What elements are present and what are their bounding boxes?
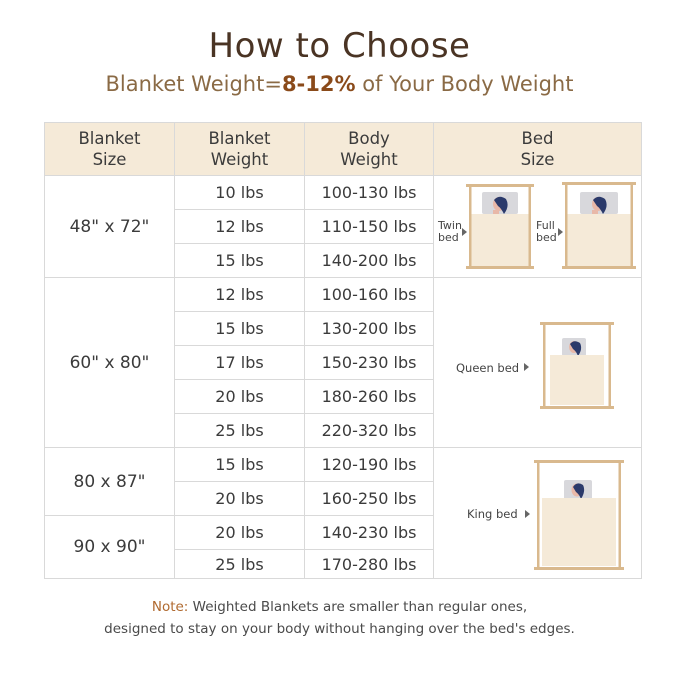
weight-cell: 15 lbs [175,244,305,278]
twin-bed-illustration [466,184,534,269]
body-weight-cell: 120-190 lbs [305,448,434,482]
weight-cell: 12 lbs [175,210,305,244]
body-weight-cell: 100-130 lbs [305,176,434,210]
queen-bed-illustration [540,322,614,409]
footnote: Note: Weighted Blankets are smaller than… [0,596,679,640]
weight-cell: 20 lbs [175,482,305,516]
weight-cell: 20 lbs [175,380,305,414]
header-blanket-weight: Blanket Weight [175,122,305,176]
note-line-1: Weighted Blankets are smaller than regul… [188,599,528,615]
note-line-2: designed to stay on your body without ha… [104,621,575,637]
body-weight-cell: 130-200 lbs [305,312,434,346]
weight-cell: 25 lbs [175,550,305,579]
bed-cell-twin-full [434,176,642,278]
bed-cell-king [434,448,642,579]
twin-bed-label: Twin bed [438,219,462,244]
header-bed-size: Bed Size [434,122,642,176]
weight-cell: 20 lbs [175,516,305,550]
full-bed-label: Full bed [536,219,557,244]
page-subtitle: Blanket Weight=8-12% of Your Body Weight [0,72,679,96]
king-bed-illustration [534,460,624,570]
full-bed-illustration [562,182,636,269]
king-bed-label: King bed [467,507,518,521]
header-body-weight: Body Weight [305,122,434,176]
queen-bed-label: Queen bed [456,361,520,375]
subtitle-prefix: Blanket Weight= [105,72,282,96]
bed-cell-queen [434,278,642,448]
weight-cell: 12 lbs [175,278,305,312]
body-weight-cell: 170-280 lbs [305,550,434,579]
arrow-icon [525,510,530,518]
size-60x80: 60" x 80" [44,278,175,448]
size-48x72: 48" x 72" [44,176,175,278]
weight-cell: 15 lbs [175,312,305,346]
body-weight-cell: 160-250 lbs [305,482,434,516]
body-weight-cell: 140-200 lbs [305,244,434,278]
body-weight-cell: 180-260 lbs [305,380,434,414]
arrow-icon [524,363,529,371]
subtitle-highlight: 8-12% [281,72,356,96]
weight-cell: 25 lbs [175,414,305,448]
size-90x90: 90 x 90" [44,516,175,579]
body-weight-cell: 110-150 lbs [305,210,434,244]
body-weight-cell: 140-230 lbs [305,516,434,550]
body-weight-cell: 150-230 lbs [305,346,434,380]
arrow-icon [558,228,563,236]
weight-cell: 17 lbs [175,346,305,380]
size-chart-table: Blanket Size Blanket Weight Body Weight Bed… [44,122,642,579]
page-title: How to Choose [208,26,471,66]
arrow-icon [462,228,467,236]
body-weight-cell: 220-320 lbs [305,414,434,448]
body-weight-cell: 100-160 lbs [305,278,434,312]
header-blanket-size: Blanket Size [44,122,175,176]
subtitle-suffix: of Your Body Weight [355,72,574,96]
weight-cell: 15 lbs [175,448,305,482]
weight-cell: 10 lbs [175,176,305,210]
size-80x87: 80 x 87" [44,448,175,516]
note-label: Note: [151,599,189,615]
